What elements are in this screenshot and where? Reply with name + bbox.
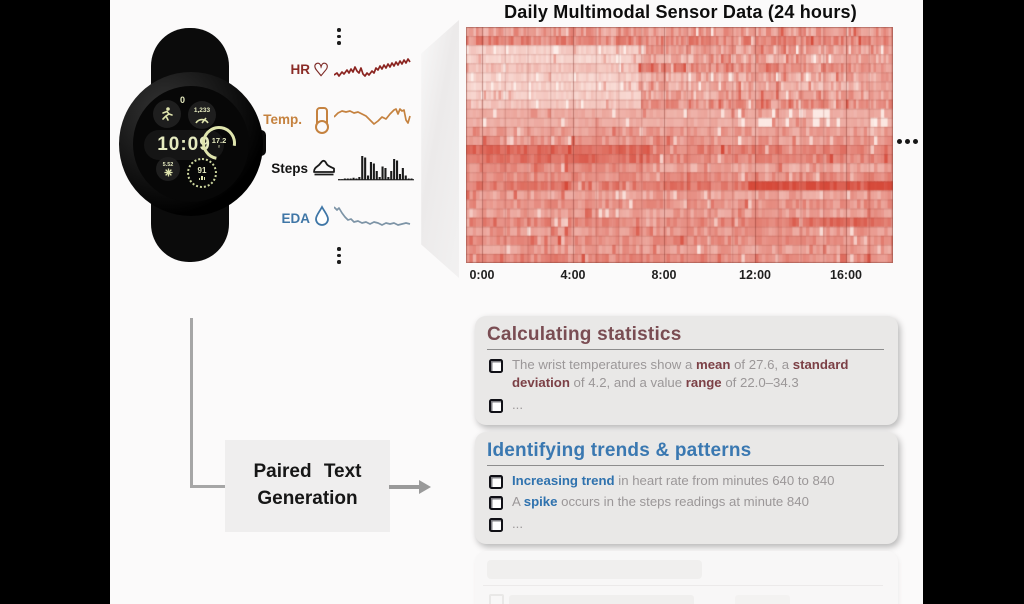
card-divider bbox=[487, 465, 884, 466]
gauge-needle-icon bbox=[195, 117, 209, 123]
activity-value: 0 bbox=[180, 95, 186, 105]
figure-title: Daily Multimodal Sensor Data (24 hours) bbox=[504, 2, 857, 22]
temp-complication-value: 17.2 bbox=[211, 135, 227, 145]
card-title: Identifying trends & patterns bbox=[487, 440, 752, 461]
eda-sparkline bbox=[334, 206, 411, 226]
heart-rate-complication: 91 bbox=[187, 158, 217, 188]
panel-bevel-shape bbox=[421, 20, 459, 278]
checkbox-bullet-icon bbox=[489, 517, 503, 532]
steps-barchart bbox=[338, 156, 414, 181]
small-complication-value: 5.52 bbox=[162, 161, 174, 168]
heart-icon: ♡ bbox=[313, 60, 330, 80]
vertical-ellipsis-icon bbox=[337, 247, 341, 264]
continues-ellipsis-icon bbox=[897, 139, 918, 144]
heart-rate-value: 91 bbox=[197, 166, 207, 175]
card-calculating-statistics: Calculating statistics The wrist tempera… bbox=[475, 316, 898, 426]
bullet-text: Increasing trend in heart rate from minu… bbox=[512, 473, 835, 488]
flow-connector-line bbox=[190, 318, 228, 488]
x-tick: 16:00 bbox=[830, 268, 862, 282]
bullet-item: A spike occurs in the steps readings at … bbox=[487, 493, 884, 511]
x-tick: 12:00 bbox=[739, 268, 771, 282]
temp-complication: 17.2 ᵒ bbox=[202, 126, 236, 160]
bullet-text: ... bbox=[512, 396, 523, 412]
steps-gauge-complication: 1,233 bbox=[188, 101, 216, 129]
bullet-text: A spike occurs in the steps readings at … bbox=[512, 494, 809, 510]
faded-card-bullet-ghost bbox=[489, 594, 504, 604]
bullet-item: ... bbox=[487, 515, 884, 533]
temp-sparkline bbox=[334, 108, 411, 125]
flow-arrow-head bbox=[419, 479, 431, 494]
checkbox-bullet-icon bbox=[489, 398, 503, 413]
flow-arrow-line bbox=[389, 485, 421, 489]
bullet-item: Increasing trend in heart rate from minu… bbox=[487, 472, 884, 490]
x-tick: 0:00 bbox=[469, 268, 495, 282]
bullet-item: The wrist temperatures show a mean of 27… bbox=[487, 356, 884, 393]
activity-complication bbox=[153, 100, 181, 128]
flower-icon bbox=[163, 167, 173, 177]
sensor-label-eda: EDA bbox=[281, 211, 310, 226]
bullet-text: ... bbox=[512, 515, 523, 531]
sensor-heatmap bbox=[466, 27, 893, 263]
runner-icon bbox=[162, 107, 173, 121]
checkbox-bullet-icon bbox=[489, 496, 503, 511]
temp-complication-glyph: ᵒ bbox=[217, 144, 221, 151]
checkbox-bullet-icon bbox=[489, 359, 503, 373]
faded-card-divider bbox=[483, 585, 883, 586]
faded-card-text-ghost bbox=[509, 595, 694, 604]
card-identifying-trends: Identifying trends & patterns Increasing… bbox=[475, 432, 898, 545]
watch-time: 10:09 bbox=[144, 130, 224, 160]
heatmap-time-axis: 0:00 4:00 8:00 12:00 16:00 bbox=[466, 268, 893, 284]
card-bullet-list: The wrist temperatures show a mean of 27… bbox=[487, 356, 884, 414]
bullet-item: ... bbox=[487, 396, 884, 414]
shoe-icon bbox=[313, 159, 335, 176]
sensor-label-temp: Temp. bbox=[263, 112, 302, 127]
checkbox-bullet-icon bbox=[489, 475, 503, 489]
flow-box-line1: Paired Text bbox=[253, 461, 362, 483]
sensor-label-hr: HR bbox=[290, 62, 311, 77]
droplet-icon bbox=[315, 205, 329, 226]
sensor-label-steps: Steps bbox=[271, 161, 308, 176]
thermometer-icon bbox=[315, 107, 329, 134]
faded-card-title-ghost bbox=[487, 560, 702, 579]
card-bullet-list: Increasing trend in heart rate from minu… bbox=[487, 472, 884, 533]
figure-canvas: Daily Multimodal Sensor Data (24 hours) … bbox=[110, 0, 923, 604]
x-tick: 4:00 bbox=[560, 268, 586, 282]
paired-text-generation-box: Paired Text Generation bbox=[225, 440, 390, 532]
faded-next-card bbox=[475, 551, 898, 604]
flow-box-line2: Generation bbox=[257, 488, 358, 509]
faded-card-text-ghost bbox=[735, 595, 790, 604]
mini-chart-icon bbox=[198, 176, 206, 180]
hr-sparkline bbox=[334, 58, 411, 77]
x-tick: 8:00 bbox=[651, 268, 677, 282]
small-complication: 5.52 bbox=[156, 157, 180, 181]
bullet-text: The wrist temperatures show a mean of 27… bbox=[512, 357, 849, 391]
card-title: Calculating statistics bbox=[487, 324, 682, 345]
card-divider bbox=[487, 349, 884, 350]
vertical-ellipsis-icon bbox=[337, 28, 341, 45]
steps-gauge-value: 1,233 bbox=[193, 106, 211, 114]
